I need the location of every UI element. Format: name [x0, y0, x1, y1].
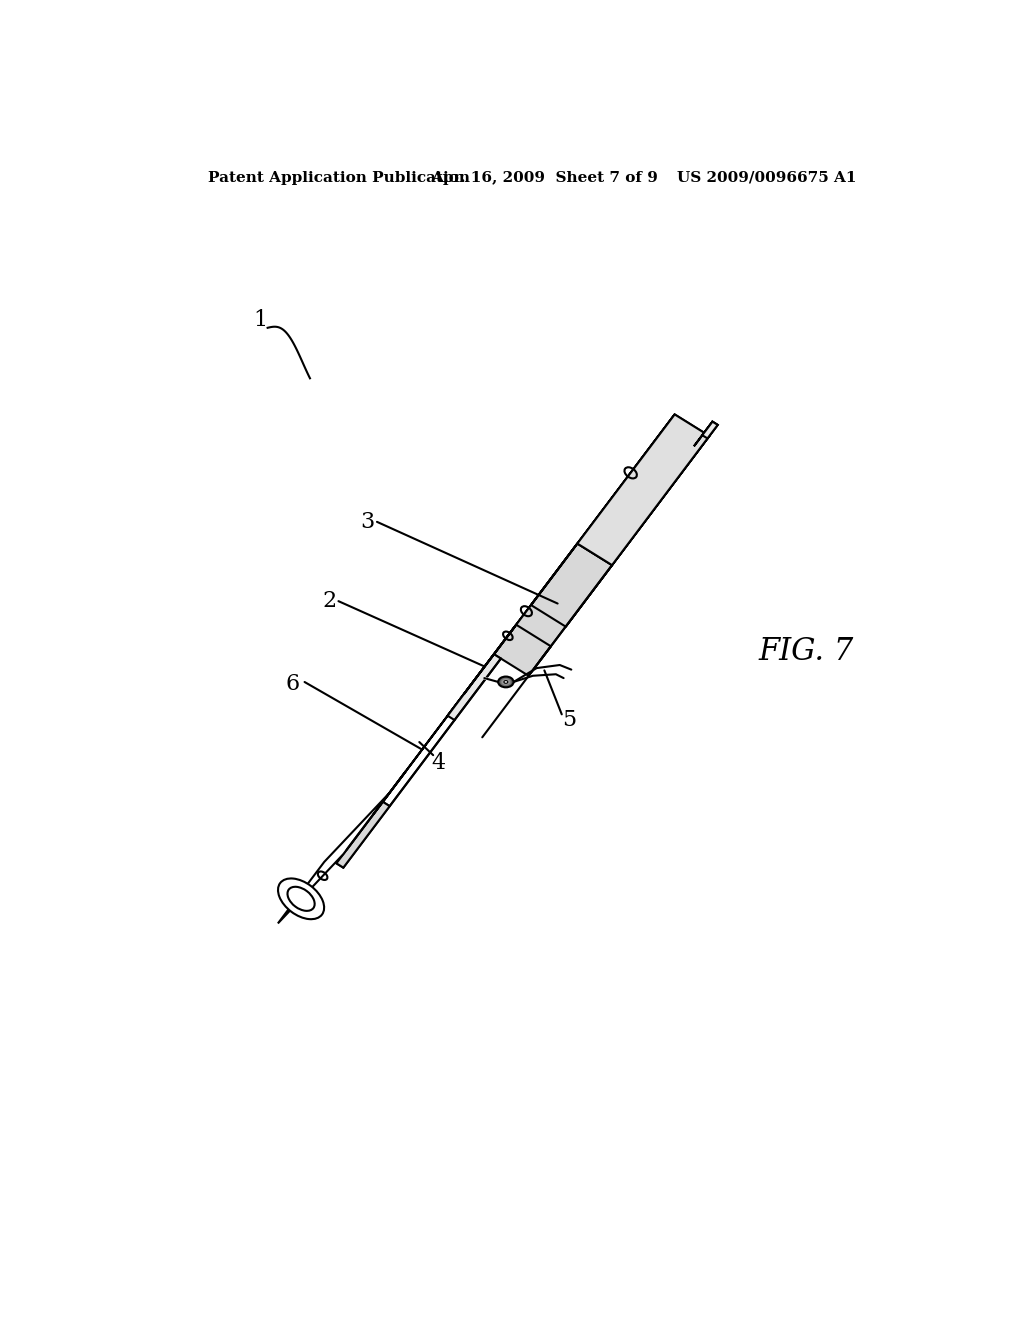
- Ellipse shape: [278, 878, 325, 919]
- Polygon shape: [578, 414, 710, 565]
- Polygon shape: [337, 801, 390, 867]
- Polygon shape: [565, 436, 710, 627]
- Polygon shape: [694, 421, 713, 446]
- Polygon shape: [708, 421, 718, 438]
- Polygon shape: [531, 414, 675, 605]
- Polygon shape: [278, 792, 390, 924]
- Text: 1: 1: [253, 309, 267, 331]
- Text: 2: 2: [323, 590, 336, 612]
- Polygon shape: [337, 655, 494, 863]
- Polygon shape: [447, 655, 501, 719]
- Ellipse shape: [501, 678, 511, 685]
- Polygon shape: [705, 421, 718, 436]
- Text: 6: 6: [286, 673, 299, 694]
- Polygon shape: [629, 414, 710, 498]
- Polygon shape: [494, 544, 612, 676]
- Text: Patent Application Publication: Patent Application Publication: [208, 170, 470, 185]
- Text: US 2009/0096675 A1: US 2009/0096675 A1: [677, 170, 857, 185]
- Text: Apr. 16, 2009  Sheet 7 of 9: Apr. 16, 2009 Sheet 7 of 9: [431, 170, 657, 185]
- Polygon shape: [447, 544, 578, 715]
- Ellipse shape: [288, 887, 314, 911]
- Polygon shape: [464, 627, 515, 694]
- Text: 3: 3: [360, 511, 375, 533]
- Text: 4: 4: [431, 752, 445, 774]
- Ellipse shape: [504, 681, 508, 684]
- Ellipse shape: [498, 677, 514, 688]
- Text: 5: 5: [562, 710, 577, 731]
- Text: FIG. 7: FIG. 7: [758, 636, 853, 667]
- Polygon shape: [702, 421, 718, 438]
